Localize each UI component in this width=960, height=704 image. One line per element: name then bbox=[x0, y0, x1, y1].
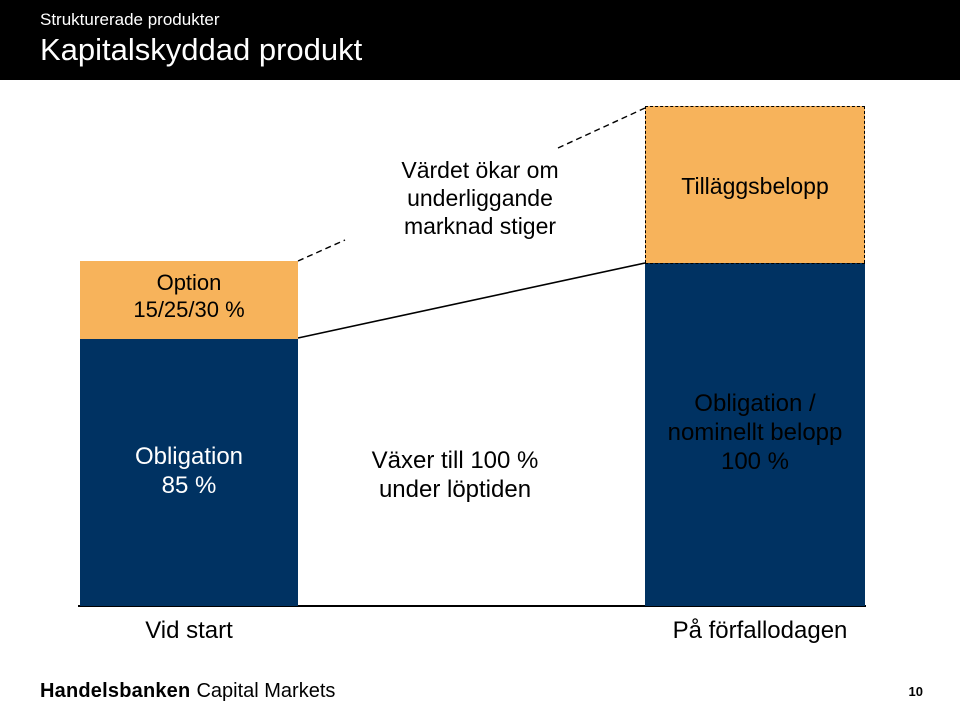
increase-text-line2: underliggande bbox=[407, 185, 553, 212]
increase-text: Värdet ökar om underliggande marknad sti… bbox=[360, 156, 600, 240]
end-bond-label: Obligation / nominellt belopp 100 % bbox=[630, 390, 880, 476]
option-upside-line-left bbox=[297, 239, 346, 262]
start-bond-box bbox=[80, 339, 298, 606]
option-label: Option 15/25/30 % bbox=[80, 270, 298, 324]
slide-subtitle: Strukturerade produkter bbox=[40, 10, 220, 29]
header-bar: Strukturerade produkter Kapitalskyddad p… bbox=[0, 0, 960, 80]
logo-suffix-text: Capital Markets bbox=[196, 680, 336, 702]
end-bond-box bbox=[645, 263, 865, 606]
end-bond-label-line2: nominellt belopp bbox=[667, 418, 843, 446]
start-bond-label-line1: Obligation bbox=[134, 443, 244, 470]
bond-growth-line bbox=[297, 262, 646, 339]
increase-text-line1: Värdet ökar om bbox=[401, 157, 559, 183]
option-label-line2: 15/25/30 % bbox=[133, 296, 245, 322]
end-axis-label: På förfallodagen bbox=[672, 617, 848, 644]
end-bond-label-line1: Obligation / bbox=[694, 390, 816, 417]
option-label-line1: Option bbox=[156, 270, 222, 295]
start-bond-label-line2: 85 % bbox=[161, 472, 217, 500]
growth-text-line2: under löptiden bbox=[378, 476, 532, 504]
bonus-box bbox=[645, 106, 865, 263]
growth-text-line1: Växer till 100 % bbox=[371, 447, 539, 474]
start-axis-label: Vid start bbox=[145, 617, 233, 644]
end-bond-label-line3: 100 % bbox=[720, 447, 790, 475]
logo-brand-text: Handelsbanken bbox=[40, 680, 191, 702]
increase-text-line3: marknad stiger bbox=[403, 213, 557, 240]
page-number: 10 bbox=[908, 684, 923, 699]
option-box bbox=[80, 261, 298, 339]
growth-text: Växer till 100 % under löptiden bbox=[330, 446, 580, 505]
slide-title: Kapitalskyddad produkt bbox=[40, 32, 363, 67]
option-upside-line-right bbox=[557, 107, 646, 149]
bonus-label: Tilläggsbelopp bbox=[681, 173, 829, 199]
start-bond-label: Obligation 85 % bbox=[80, 442, 298, 501]
handelsbanken-logo: Handelsbanken Capital Markets bbox=[40, 680, 335, 703]
